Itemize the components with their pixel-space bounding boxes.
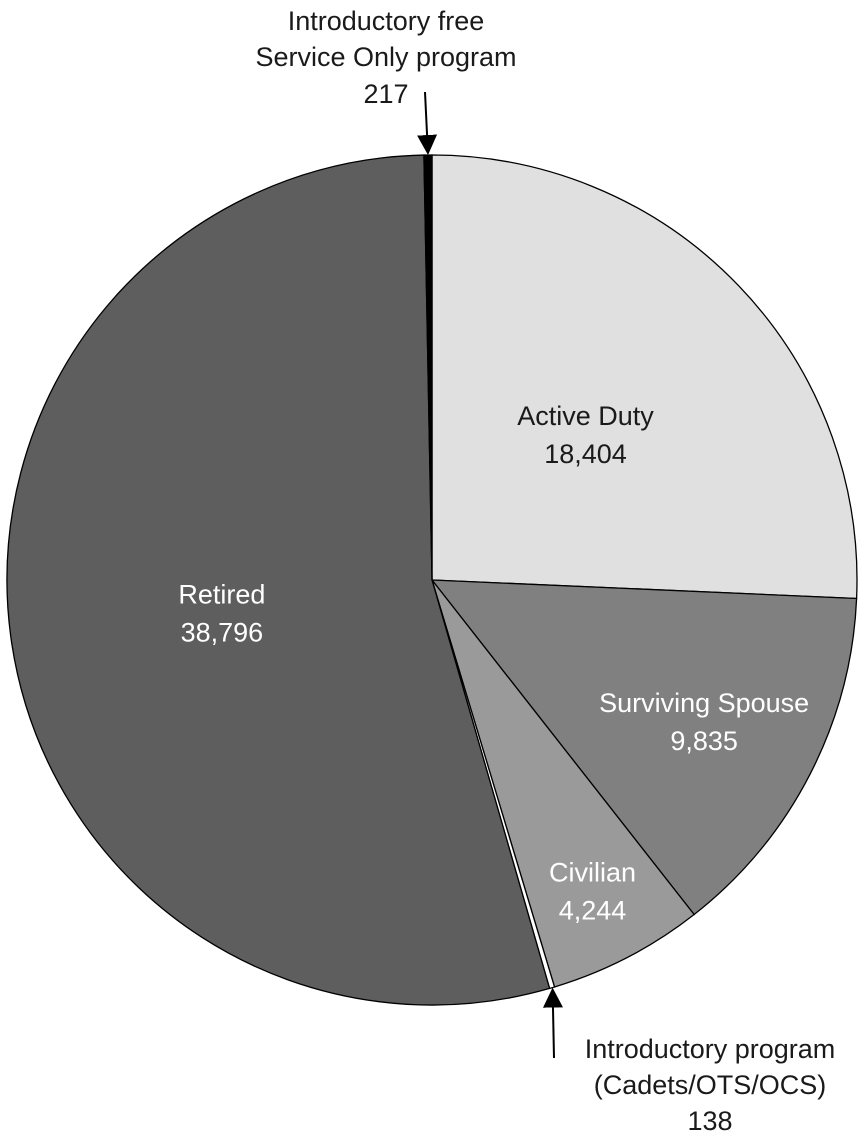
pie-slice-civilian — [431, 579, 696, 988]
slice-value-active-duty: 18,404 — [544, 439, 627, 469]
pie-slice-surviving-spouse — [430, 579, 858, 916]
callout-label-introductory-program-cadets-ots-ocs: Introductory program — [585, 1034, 836, 1064]
callout-label-introductory-program-cadets-ots-ocs: (Cadets/OTS/OCS) — [594, 1070, 827, 1100]
slice-label-active-duty: Active Duty — [517, 401, 654, 431]
callout-label-introductory-free-service-only-program: Service Only program — [255, 42, 516, 72]
callout-arrow-introductory-free-service-only-program — [417, 91, 438, 156]
slice-label-retired: Retired — [178, 580, 265, 610]
slice-value-retired: 38,796 — [181, 618, 264, 648]
callout-arrow-introductory-program-cadets-ots-ocs — [542, 987, 563, 1059]
callout-value-introductory-program-cadets-ots-ocs: 138 — [687, 1106, 732, 1136]
pie-slice-active-duty — [431, 154, 858, 600]
slice-label-surviving-spouse: Surviving Spouse — [599, 688, 809, 718]
slice-value-surviving-spouse: 9,835 — [670, 726, 738, 756]
slice-value-civilian: 4,244 — [559, 895, 627, 925]
pie-slice-retired — [6, 154, 551, 1006]
slice-label-civilian: Civilian — [549, 857, 636, 887]
callout-label-introductory-free-service-only-program: Introductory free — [288, 6, 485, 36]
callout-value-introductory-free-service-only-program: 217 — [363, 79, 408, 109]
